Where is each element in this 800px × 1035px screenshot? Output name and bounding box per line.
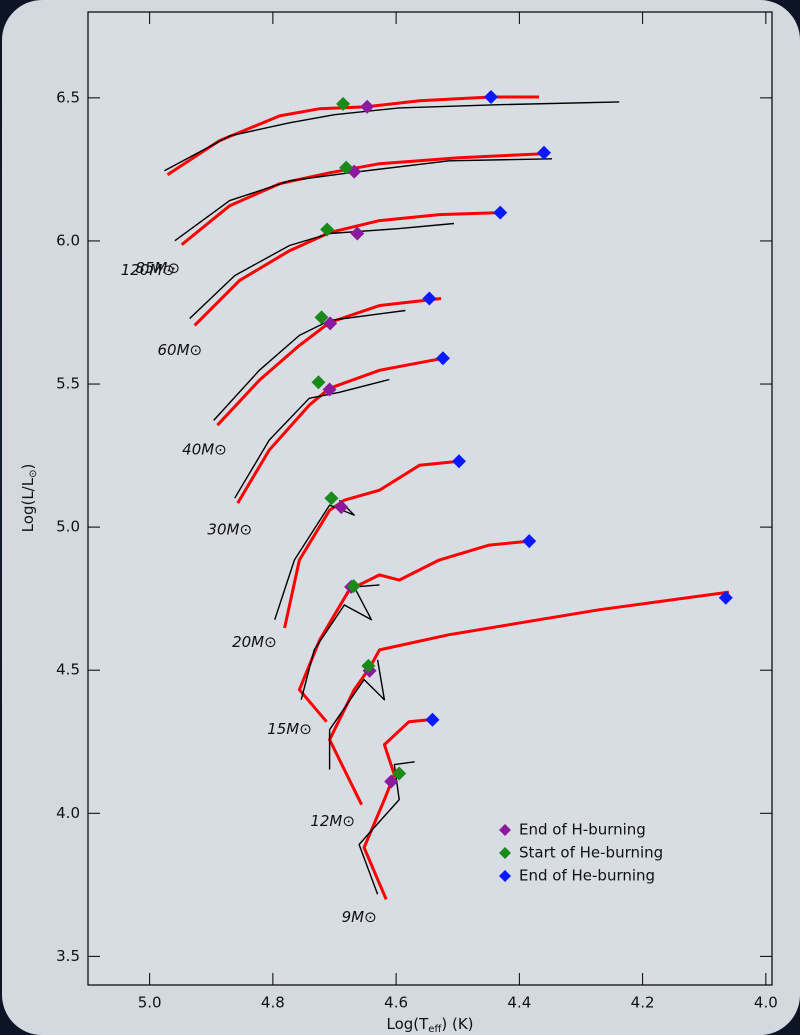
legend-label: End of He-burning — [519, 867, 655, 885]
y-tick-label: 4.0 — [56, 804, 80, 822]
mass-label: 9M⊙ — [342, 908, 377, 926]
legend-label: Start of He-burning — [519, 844, 663, 862]
mass-label: 12M⊙ — [310, 812, 355, 830]
y-tick-label: 6.0 — [56, 231, 80, 249]
ylabel_parts-part: Log(L/L — [19, 477, 37, 532]
ylabel_parts-part: ⊙ — [28, 470, 39, 478]
y-tick-label: 5.5 — [56, 375, 80, 393]
xlabel_parts-part: ) (K) — [441, 1015, 473, 1033]
x-tick-label: 4.8 — [261, 994, 285, 1012]
y-tick-label: 4.5 — [56, 661, 80, 679]
ylabel_parts-part: ) — [19, 464, 37, 470]
legend-label: End of H-burning — [519, 821, 646, 839]
x-tick-label: 4.6 — [384, 994, 408, 1012]
y-tick-label: 3.5 — [56, 947, 80, 965]
x-tick-label: 4.0 — [754, 994, 778, 1012]
mass-label: 15M⊙ — [267, 720, 312, 738]
y-tick-label: 6.5 — [56, 88, 80, 106]
x-tick-label: 4.2 — [631, 994, 655, 1012]
x-tick-label: 4.4 — [507, 994, 531, 1012]
xlabel_parts-part: eff — [428, 1024, 442, 1035]
mass-label: 60M⊙ — [158, 341, 203, 359]
chart: Log(Teff) (K) Log(L/L⊙) 5.0 4.8 4.6 4.4 4.2 4… — [0, 0, 800, 1035]
mass-label: 40M⊙ — [182, 441, 227, 459]
y-tick-label: 5.0 — [56, 518, 80, 536]
xlabel_parts-part: Log(T — [386, 1015, 429, 1033]
mass-label: 20M⊙ — [232, 633, 277, 651]
page: Log(Teff) (K) Log(L/L⊙) 5.0 4.8 4.6 4.4 4.2 4… — [0, 0, 800, 1035]
mass-label: 30M⊙ — [207, 520, 252, 538]
x-tick-label: 5.0 — [138, 994, 162, 1012]
mass-label: 85M⊙ — [135, 259, 180, 277]
